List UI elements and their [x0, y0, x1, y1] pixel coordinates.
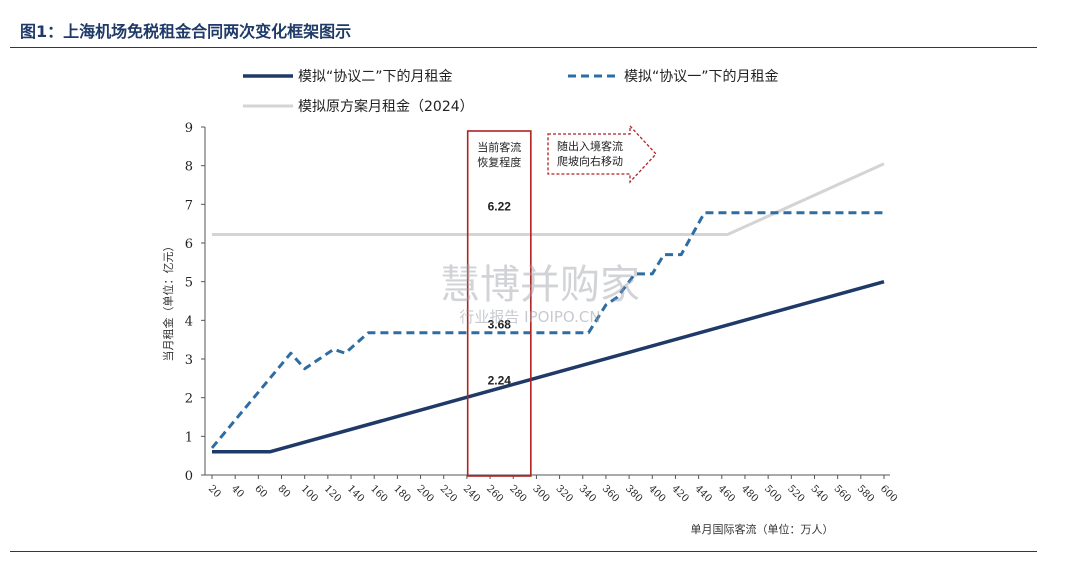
series-line-3	[212, 162, 885, 236]
watermark-sub: 行业报告 IPOIPO.CN	[459, 308, 600, 326]
recovery-box-label: 恢复程度	[477, 155, 521, 169]
x-tick-label: 200	[414, 483, 435, 504]
x-tick-label: 480	[739, 483, 760, 504]
shift-right-arrow	[547, 124, 657, 184]
y-tick-label: 8	[185, 160, 193, 175]
x-tick-label: 320	[553, 483, 574, 504]
shift-right-arrow-label: 随出入境客流	[557, 139, 623, 153]
x-tick-label: 340	[577, 483, 598, 504]
x-tick-label: 600	[878, 483, 899, 504]
recovery-box	[466, 130, 532, 477]
y-tick-label: 2	[185, 392, 193, 407]
x-tick-label: 100	[299, 483, 320, 504]
x-tick-label: 520	[785, 483, 806, 504]
data-label: 2.24	[488, 373, 512, 387]
y-tick-label: 4	[185, 314, 193, 329]
x-tick-label: 220	[438, 483, 459, 504]
recovery-box-label: 当前客流	[477, 140, 521, 154]
x-tick-label: 300	[530, 483, 551, 504]
bottom-rule	[10, 551, 1037, 552]
legend-label-series-2: 模拟“协议一”下的月租金	[624, 69, 779, 85]
x-tick-label: 60	[252, 483, 269, 500]
x-tick-label: 280	[507, 483, 528, 504]
x-axis-title: 单月国际客流（单位：万人）	[691, 522, 834, 536]
legend: 模拟“协议二”下的月租金 模拟“协议一”下的月租金 模拟原方案月租金（2024）	[243, 69, 779, 115]
x-tick-label: 580	[855, 483, 876, 504]
x-tick-label: 180	[391, 483, 412, 504]
y-tick-label: 5	[185, 276, 193, 291]
y-tick-label: 0	[185, 469, 193, 484]
legend-label-series-3: 模拟原方案月租金（2024）	[298, 98, 474, 115]
x-tick-label: 440	[692, 483, 713, 504]
x-tick-label: 380	[623, 483, 644, 504]
x-tick-label: 360	[600, 483, 621, 504]
x-tick-label: 140	[345, 483, 366, 504]
x-tick-label: 460	[716, 483, 737, 504]
series-lines	[210, 162, 885, 454]
x-tick-label: 160	[368, 483, 389, 504]
y-axis-title: 当月租金（单位：亿元）	[161, 241, 175, 362]
watermark: 慧博并购家 行业报告 IPOIPO.CN	[440, 262, 640, 326]
data-label: 3.68	[488, 318, 512, 332]
figure-title: 图1：上海机场免税租金合同两次变化框架图示	[20, 22, 352, 41]
y-tick-label: 9	[185, 121, 193, 136]
data-label: 6.22	[488, 199, 512, 213]
x-tick-label: 400	[646, 483, 667, 504]
x-tick-label: 540	[808, 483, 829, 504]
legend-label-series-1: 模拟“协议二”下的月租金	[298, 69, 453, 85]
shift-right-arrow-label: 爬坡向右移动	[557, 154, 623, 168]
y-tick-label: 7	[185, 198, 193, 213]
x-tick-label: 260	[484, 483, 505, 504]
x-tick-label: 560	[832, 483, 853, 504]
x-tick-label: 20	[206, 483, 223, 500]
x-tick-label: 40	[229, 483, 246, 500]
watermark-main: 慧博并购家	[440, 262, 640, 308]
x-tick-label: 500	[762, 483, 783, 504]
x-tick-label: 420	[669, 483, 690, 504]
y-tick-label: 3	[185, 353, 193, 368]
y-tick-label: 6	[185, 237, 193, 252]
top-rule	[10, 47, 1037, 48]
series-line-2	[210, 211, 884, 449]
series-line-1	[212, 280, 885, 454]
y-tick-label: 1	[185, 430, 193, 445]
x-tick-label: 240	[461, 483, 482, 504]
x-tick-label: 80	[275, 483, 292, 500]
x-tick-label: 120	[322, 483, 343, 504]
